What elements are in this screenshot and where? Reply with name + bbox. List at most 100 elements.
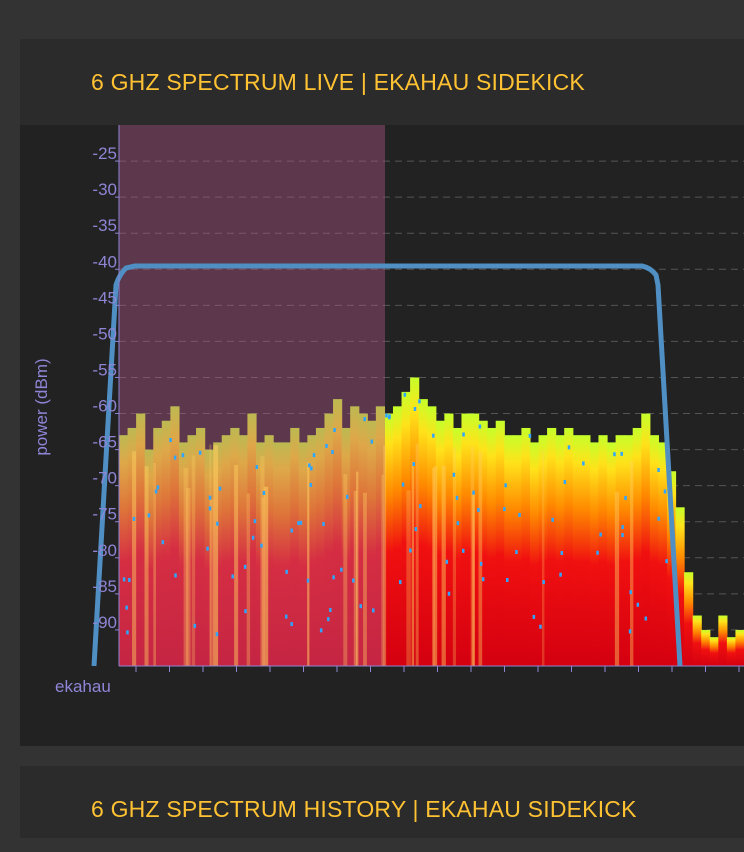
peak-marker (628, 629, 632, 634)
spectrum-history-header: 6 GHZ SPECTRUM HISTORY | EKAHAU SIDEKICK (20, 766, 744, 852)
spectrum-bar (230, 427, 240, 666)
signal-streak (260, 456, 265, 666)
peak-marker (629, 590, 632, 595)
y-axis-title: power (dBm) (32, 358, 51, 455)
peak-marker (542, 580, 545, 585)
signal-streak (353, 490, 358, 666)
peak-marker (620, 451, 623, 456)
spectrum-bar (136, 413, 146, 666)
peak-marker (260, 543, 263, 548)
peak-marker (596, 550, 599, 555)
peak-marker (621, 533, 624, 538)
spectrum-bar (350, 406, 360, 666)
peak-marker (322, 522, 325, 527)
y-tick-label: -65 (92, 433, 117, 452)
peak-marker (462, 432, 465, 437)
peak-marker (418, 399, 421, 404)
spectrum-bar (461, 413, 471, 666)
peak-marker (206, 546, 209, 551)
peak-marker (624, 495, 627, 500)
y-tick-label: -55 (92, 360, 117, 379)
peak-marker (644, 616, 648, 621)
peak-marker (432, 433, 435, 438)
peak-marker (567, 445, 571, 450)
spectrum-history-card: 6 GHZ SPECTRUM HISTORY | EKAHAU SIDEKICK (20, 766, 744, 838)
peak-marker (657, 516, 660, 521)
peak-marker (215, 632, 219, 637)
peak-marker (532, 614, 536, 619)
spectrum-bar (564, 427, 574, 666)
spectrum-bar (324, 413, 334, 666)
signal-streak (381, 474, 384, 666)
peak-marker (445, 559, 449, 564)
signal-streak (234, 465, 239, 666)
spectrum-bar (290, 427, 300, 666)
spectrum-bar (709, 637, 719, 666)
peak-marker (563, 480, 567, 485)
peak-marker (128, 578, 131, 583)
peak-marker (332, 575, 335, 580)
peak-marker (125, 605, 128, 610)
spectrum-bar (281, 442, 291, 666)
channel-mask-outline (91, 263, 683, 667)
spectrum-bar (538, 435, 548, 666)
spectrum-bar (392, 406, 403, 666)
peak-marker (515, 550, 518, 555)
peak-marker (132, 516, 136, 521)
spectrum-bar (341, 427, 351, 666)
peak-marker (352, 578, 355, 583)
signal-streak (411, 461, 415, 666)
peak-marker (528, 433, 532, 438)
y-tick-label: -45 (92, 288, 117, 307)
spectrum-bar (649, 435, 659, 666)
signal-streak (406, 490, 411, 666)
peak-marker (559, 572, 562, 577)
signal-streaks (132, 443, 634, 666)
spectrum-bar (221, 435, 231, 666)
peak-marker (452, 472, 456, 477)
spectrum-bar (204, 449, 214, 666)
spectrum-bar (495, 420, 505, 666)
y-tick-label: -50 (92, 324, 117, 343)
peak-marker (284, 614, 288, 619)
peak-marker (174, 573, 177, 578)
peak-marker (231, 574, 234, 579)
peak-marker (243, 564, 247, 569)
peak-marker (636, 602, 640, 607)
y-tick-label: -75 (92, 505, 117, 524)
spectrum-history-title: 6 GHZ SPECTRUM HISTORY | EKAHAU SIDEKICK (91, 796, 637, 822)
y-tick-label: -60 (92, 397, 117, 416)
peak-marker (325, 443, 328, 448)
spectrum-bar (666, 471, 677, 666)
signal-streak (541, 450, 545, 666)
spectrum-bar (127, 427, 137, 666)
signal-streak (263, 486, 269, 666)
peak-marker (154, 489, 158, 494)
signal-streak (472, 492, 475, 666)
y-tick-label: -25 (92, 144, 117, 163)
spectrum-bars (119, 377, 744, 666)
spectrum-bar (598, 435, 608, 666)
peak-marker (290, 622, 293, 627)
spectrum-live-title: 6 GHZ SPECTRUM LIVE | EKAHAU SIDEKICK (91, 69, 585, 95)
signal-streak (441, 465, 446, 666)
signal-streak (630, 461, 634, 666)
signal-streak (213, 445, 219, 666)
peak-marker (331, 450, 334, 455)
peak-marker (665, 559, 668, 564)
peak-marker (169, 438, 172, 443)
spectrum-live-chart[interactable]: -25 -30 -35 -40 -45 -50 -55 -60 -65 -70 -75 -80 -85 -… (20, 125, 744, 746)
signal-streak (415, 443, 419, 666)
spectrum-bar (178, 442, 189, 666)
signal-streak (144, 466, 149, 666)
peak-marker (388, 414, 391, 419)
y-tick-label: -80 (92, 541, 117, 560)
peak-marker (299, 520, 303, 525)
peak-marker (503, 507, 506, 512)
spectrum-bar (487, 427, 497, 666)
spectrum-live-header: 6 GHZ SPECTRUM LIVE | EKAHAU SIDEKICK (20, 39, 744, 125)
peak-marker (333, 427, 336, 432)
signal-streak (478, 451, 483, 666)
peak-marker (370, 439, 374, 444)
signal-streak (434, 466, 438, 666)
